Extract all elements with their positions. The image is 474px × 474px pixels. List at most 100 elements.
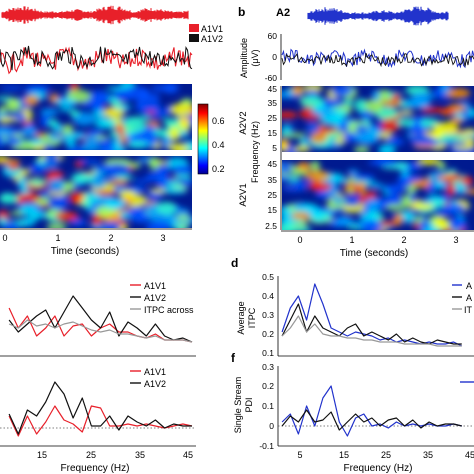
panel-f-series-1-line <box>281 409 462 431</box>
e-legend-label-a1v1: A1V1 <box>144 367 166 377</box>
f-y-label-line2: PDI <box>244 397 254 412</box>
f-x-tick-4: 45 <box>465 450 474 460</box>
a-legend: A1V1 A1V2 <box>189 24 223 44</box>
d-y-tick-2: 0.3 <box>262 310 274 320</box>
b-time-tick-3: 3 <box>453 235 458 245</box>
panel-d: d 0.5 0.4 0.3 0.2 0.1 Average ITPC A A I… <box>231 256 474 358</box>
a2v2-heat <box>282 86 474 152</box>
f-y-tick-3: 0 <box>269 421 274 431</box>
d-legend-fragment-1: A <box>466 293 472 303</box>
a1v1-envelope-path <box>1 5 189 25</box>
b-time-tick-1: 1 <box>349 235 354 245</box>
a-spectrogram-bottom <box>0 156 192 228</box>
f-x-tick-3: 35 <box>423 450 433 460</box>
b-freq-tick-bottom-0: 45 <box>268 159 278 169</box>
a2v2-trace <box>281 48 474 69</box>
panel-c-series-1-line <box>8 295 193 343</box>
d-y-tick-0: 0.5 <box>262 272 274 282</box>
f-x-tick-1: 15 <box>339 450 349 460</box>
e-x-tick-0: 15 <box>37 450 47 460</box>
a-colorbar: 0.6 0.4 0.2 <box>197 103 225 175</box>
f-y-tick-0: 0.3 <box>262 362 274 372</box>
e-x-tick-2: 35 <box>135 450 145 460</box>
spectrogram-a1v2-hotspots <box>0 84 192 150</box>
b-time-tick-0: 0 <box>297 235 302 245</box>
legend-swatch-a1v1 <box>189 24 199 32</box>
b-freq-tick-top-3: 15 <box>268 128 278 138</box>
legend-label-a1v1: A1V1 <box>201 24 223 34</box>
b-frequency-label: Frequency (Hz) <box>250 121 260 183</box>
d-y-tick-4: 0.1 <box>262 348 274 358</box>
e-pdi-lines <box>8 381 193 437</box>
f-x-tick-2: 25 <box>381 450 391 460</box>
a-time-tick-0: 0 <box>2 233 7 243</box>
colorbar-tick-1: 0.4 <box>212 140 225 150</box>
f-y-tick-1: 0.2 <box>262 381 274 391</box>
e-x-tick-3: 45 <box>183 450 193 460</box>
c-legend-label-a1v2: A1V2 <box>144 293 166 303</box>
a1v1-trace <box>0 46 193 75</box>
a2-envelope-waveform <box>307 6 449 26</box>
a2v1-trace <box>281 52 474 68</box>
panel-label-d: d <box>231 256 238 270</box>
e-x-label: Frequency (Hz) <box>61 463 130 474</box>
a2-envelope-path <box>307 6 449 26</box>
b-freq-tick-bottom-3: 15 <box>268 205 278 215</box>
colorbar-tick-2: 0.2 <box>212 164 225 174</box>
a-time-axis: 0 1 2 3 Time (seconds) <box>0 228 192 257</box>
b-freq-tick-top-0: 45 <box>268 84 278 94</box>
e-legend-label-a1v2: A1V2 <box>144 379 166 389</box>
d-legend-fragment-2: IT <box>464 305 473 315</box>
e-x-tick-1: 25 <box>86 450 96 460</box>
f-y-tick-4: -0.1 <box>259 441 274 451</box>
a1v2-heat <box>0 84 192 150</box>
b-freq-tick-top-1: 35 <box>268 98 278 108</box>
colorbar-gradient <box>197 103 209 175</box>
b-frequency-axis: 45 35 25 15 5 45 35 25 15 2.5 A2V2 Frequ… <box>238 84 282 231</box>
a-time-label: Time (seconds) <box>51 246 120 257</box>
b-freq-tick-bottom-2: 25 <box>268 190 278 200</box>
spectrogram-a2v1-hotspots <box>282 160 474 230</box>
spectrogram-a2v2-hotspots <box>282 86 474 152</box>
panel-label-f: f <box>231 351 236 365</box>
f-x-label: Frequency (Hz) <box>344 463 413 474</box>
b-time-label: Time (seconds) <box>340 248 409 259</box>
c-legend-label-a1v1: A1V1 <box>144 281 166 291</box>
b-freq-tick-top-4: 5 <box>272 143 277 153</box>
f-y-label-line1: Single Stream <box>233 377 243 434</box>
panel-a: A1V1 A1V2 0.6 0.4 0.2 0 1 2 3 Time (seco… <box>0 5 225 257</box>
b-amp-tick-2: -60 <box>265 73 278 83</box>
b-amp-tick-1: 0 <box>272 52 277 62</box>
c-legend: A1V1 A1V2 ITPC across <box>130 281 194 315</box>
a2-eeg-trace <box>281 48 474 69</box>
d-y-tick-3: 0.2 <box>262 329 274 339</box>
d-y-tick-1: 0.4 <box>262 291 274 301</box>
panel-e-series-0-line <box>8 405 193 437</box>
b-amplitude-axis: 60 0 -60 Amplitude (μV) <box>239 31 282 83</box>
panel-d-series-0-line <box>281 283 463 347</box>
spectrogram-a1v1-hotspots <box>0 156 192 228</box>
a-time-tick-3: 3 <box>160 233 165 243</box>
f-y-tick-2: 0.1 <box>262 401 274 411</box>
c-itpc-lines <box>8 295 193 343</box>
panel-label-b: b <box>238 5 245 19</box>
b-row-label-a2v1: A2V1 <box>238 183 249 206</box>
d-itpc-lines <box>281 283 463 347</box>
d-y-label-line1: Average <box>236 301 246 334</box>
b-amp-tick-0: 60 <box>268 31 278 41</box>
legend-swatch-a1v2 <box>189 34 199 42</box>
a1v1-envelope-waveform <box>1 5 189 25</box>
d-legend: A A IT <box>452 281 473 315</box>
panel-f: f 0.3 0.2 0.1 0 -0.1 Single Stream PDI 5… <box>231 351 474 474</box>
panel-d-series-2-line <box>281 315 462 347</box>
f-x-tick-0: 5 <box>297 450 302 460</box>
panel-c: A1V1 A1V2 ITPC across <box>0 281 196 357</box>
a-time-tick-1: 1 <box>55 233 60 243</box>
panel-f-series-0-line <box>281 385 462 437</box>
panel-c-series-2-line <box>8 319 193 343</box>
a-eeg-traces <box>0 45 193 75</box>
a-spectrogram-top <box>0 84 192 150</box>
b-freq-tick-top-2: 25 <box>268 113 278 123</box>
panel-e: A1V1 A1V2 15 25 35 45 Frequency (Hz) <box>0 367 196 474</box>
